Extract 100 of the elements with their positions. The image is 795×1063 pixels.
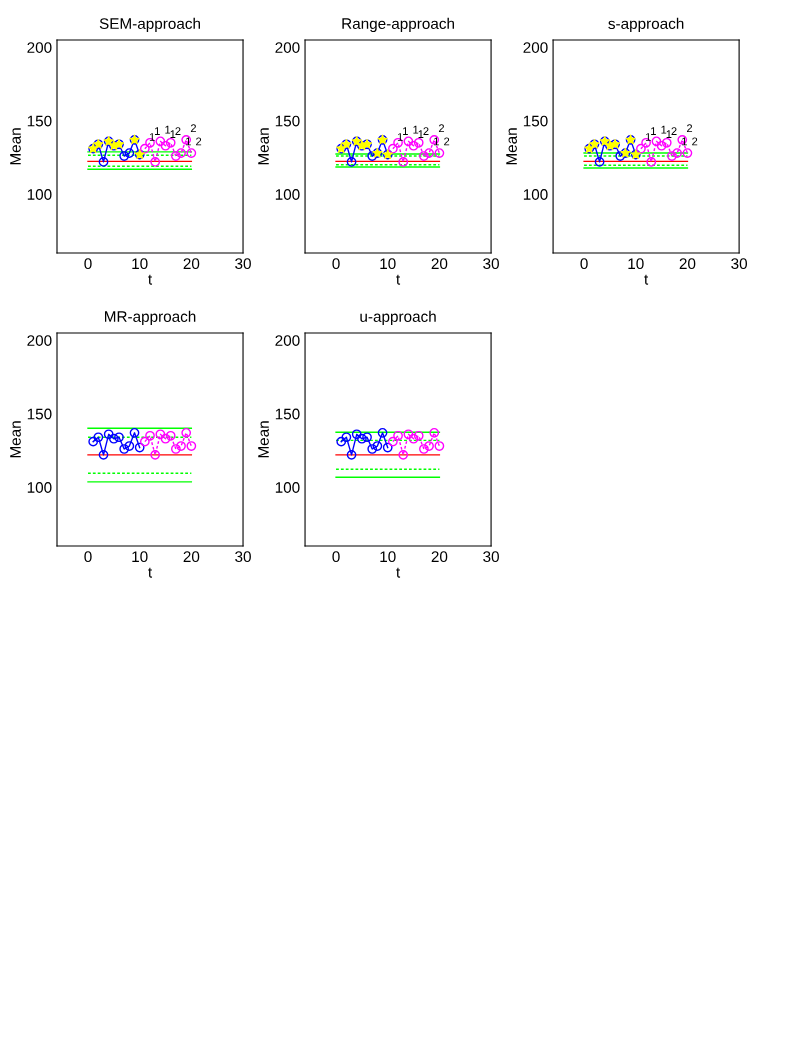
y-tick-label: 150	[275, 115, 300, 127]
point	[398, 450, 409, 460]
annotation: 1	[186, 137, 191, 146]
y-tick-label: 100	[523, 189, 548, 200]
chart-title: Range-approach	[342, 17, 454, 33]
y-tick-label: 150	[523, 115, 548, 127]
x-tick-label: 30	[483, 258, 499, 270]
x-tick-label: 30	[235, 551, 251, 563]
point	[661, 137, 672, 148]
point	[367, 151, 378, 161]
annotation: 2	[438, 124, 445, 133]
annotation: 1	[682, 137, 687, 146]
point	[170, 151, 181, 161]
point	[429, 427, 440, 438]
x-axis-title: t	[396, 567, 401, 578]
point	[656, 140, 667, 151]
point	[434, 148, 445, 158]
point	[362, 432, 372, 443]
annotation: 1	[149, 133, 155, 141]
point	[388, 436, 398, 447]
point	[98, 450, 109, 460]
chart-title: SEM-approach	[99, 17, 200, 33]
point	[88, 436, 99, 447]
point	[424, 441, 434, 451]
x-tick-label: 30	[235, 258, 251, 270]
y-axis-title: Mean	[10, 421, 21, 458]
annotation: 1	[165, 125, 171, 134]
point	[165, 430, 176, 441]
point	[155, 136, 166, 147]
y-tick-label: 150	[27, 115, 52, 127]
point	[408, 140, 419, 151]
y-tick-label: 150	[275, 408, 300, 420]
annotation: 2	[686, 124, 693, 133]
point	[419, 444, 429, 454]
x-tick-label: 10	[380, 551, 396, 563]
point	[377, 427, 388, 438]
point	[160, 140, 171, 151]
x-tick-label: 20	[431, 258, 448, 270]
y-tick-label: 100	[27, 189, 52, 200]
annotation: 1	[403, 127, 408, 135]
point	[108, 433, 119, 444]
point	[636, 143, 646, 154]
chart-title: MR-approach	[105, 310, 196, 325]
y-tick-label: 200	[275, 42, 300, 53]
y-tick-label: 200	[27, 42, 52, 53]
point	[139, 436, 150, 447]
point	[651, 136, 662, 147]
point	[682, 148, 693, 158]
annotation: 2	[423, 127, 429, 135]
x-tick-label: 10	[132, 258, 148, 270]
point	[186, 441, 197, 451]
point	[134, 442, 145, 453]
point	[341, 432, 352, 443]
x-tick-label: 10	[380, 258, 396, 270]
point	[667, 151, 677, 161]
point	[351, 429, 362, 440]
point	[413, 137, 424, 148]
x-tick-label: 20	[183, 551, 200, 563]
annotation: 1	[170, 130, 176, 138]
point	[124, 441, 135, 451]
y-axis-title: Mean	[258, 421, 269, 458]
annotation: 2	[190, 124, 196, 133]
point	[346, 450, 357, 460]
point	[393, 430, 403, 441]
annotation: 1	[155, 127, 160, 135]
point	[170, 444, 181, 454]
x-tick-label: 20	[183, 258, 200, 270]
x-axis-title: t	[148, 274, 153, 285]
annotation: 1	[645, 133, 651, 141]
point	[119, 444, 130, 454]
point	[176, 441, 186, 451]
y-axis-title: Mean	[506, 128, 517, 165]
point	[419, 151, 429, 161]
chart-title: s-approach	[608, 17, 684, 33]
point	[176, 148, 186, 158]
point	[672, 148, 682, 158]
point	[98, 157, 109, 167]
point	[594, 157, 605, 167]
annotation: 1	[434, 137, 439, 146]
point	[119, 151, 130, 161]
annotation: 1	[397, 133, 403, 141]
x-tick-label: 30	[483, 551, 499, 563]
x-tick-label: 0	[84, 258, 92, 270]
point	[150, 450, 161, 460]
point	[181, 427, 192, 438]
x-axis-title: t	[644, 274, 649, 285]
x-tick-label: 20	[679, 258, 696, 270]
point	[114, 432, 124, 443]
annotation: 2	[692, 137, 698, 146]
y-tick-label: 150	[27, 408, 52, 420]
y-tick-label: 200	[275, 335, 300, 346]
point	[434, 441, 445, 451]
annotation: 2	[196, 137, 202, 146]
y-tick-label: 100	[27, 482, 52, 493]
point	[165, 137, 176, 148]
annotation: 1	[418, 130, 424, 138]
x-tick-label: 0	[84, 551, 92, 563]
x-tick-label: 0	[580, 258, 588, 270]
annotation: 2	[444, 137, 450, 146]
point	[424, 148, 434, 158]
